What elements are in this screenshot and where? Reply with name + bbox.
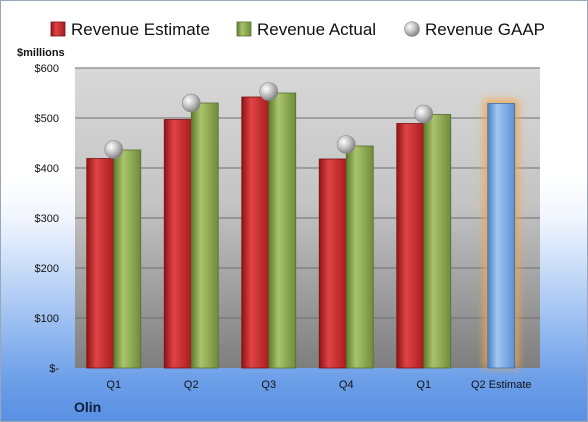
- x-tick-label: Q1: [416, 379, 431, 391]
- bar-revenue-estimate-group-1: [86, 158, 115, 369]
- legend-swatch-revenue-actual: [236, 21, 252, 37]
- y-tick-label: $-: [49, 363, 59, 375]
- y-axis-ticks: $- $100 $200 $300 $400 $500 $600: [35, 63, 60, 375]
- bar-revenue-actual-group-2: [190, 102, 219, 369]
- company-name: Olin: [74, 399, 101, 415]
- legend-label-revenue-actual: Revenue Actual: [257, 20, 376, 39]
- bar-revenue-actual-group-4: [345, 145, 374, 369]
- bar-revenue-actual-group-3: [268, 92, 297, 369]
- legend-swatch-revenue-gaap: [404, 21, 420, 37]
- y-axis-unit-label: $millions: [17, 47, 65, 59]
- x-tick-label: Q3: [261, 379, 276, 391]
- y-tick-label: $300: [35, 213, 59, 225]
- bar-q2-estimate-group-6: [487, 103, 516, 369]
- marker-revenue-gaap-group-5: [414, 104, 434, 124]
- x-tick-label: Q1: [106, 379, 121, 391]
- bar-revenue-actual-group-5: [423, 114, 452, 369]
- x-axis-ticks: Q1 Q2 Q3 Q4 Q1 Q2 Estimate: [106, 379, 531, 391]
- x-tick-label: Q2: [184, 379, 199, 391]
- legend-swatch-revenue-estimate: [50, 21, 66, 37]
- y-tick-label: $100: [35, 313, 59, 325]
- marker-revenue-gaap-group-4: [336, 135, 356, 154]
- marker-revenue-gaap-group-1: [104, 140, 124, 159]
- bar-revenue-estimate-group-3: [241, 96, 270, 369]
- marker-revenue-gaap-group-3: [259, 82, 279, 101]
- legend-label-revenue-gaap: Revenue GAAP: [425, 20, 545, 39]
- marker-revenue-gaap-group-2: [181, 93, 201, 113]
- y-tick-label: $600: [35, 63, 59, 75]
- bar-layer: [86, 92, 516, 369]
- bar-revenue-estimate-group-5: [396, 123, 425, 369]
- y-tick-label: $200: [35, 263, 59, 275]
- bar-revenue-estimate-group-2: [163, 119, 192, 369]
- bar-revenue-actual-group-1: [113, 149, 142, 369]
- gridlines: [75, 67, 540, 319]
- x-tick-label: Q4: [339, 379, 354, 391]
- x-tick-label: Q2 Estimate: [471, 379, 532, 391]
- y-tick-label: $400: [35, 163, 59, 175]
- legend-label-revenue-estimate: Revenue Estimate: [71, 20, 210, 39]
- legend: Revenue Estimate Revenue Actual Revenue GA…: [50, 20, 545, 39]
- y-tick-label: $500: [35, 113, 59, 125]
- marker-layer: [104, 82, 434, 159]
- bar-revenue-estimate-group-4: [318, 158, 347, 369]
